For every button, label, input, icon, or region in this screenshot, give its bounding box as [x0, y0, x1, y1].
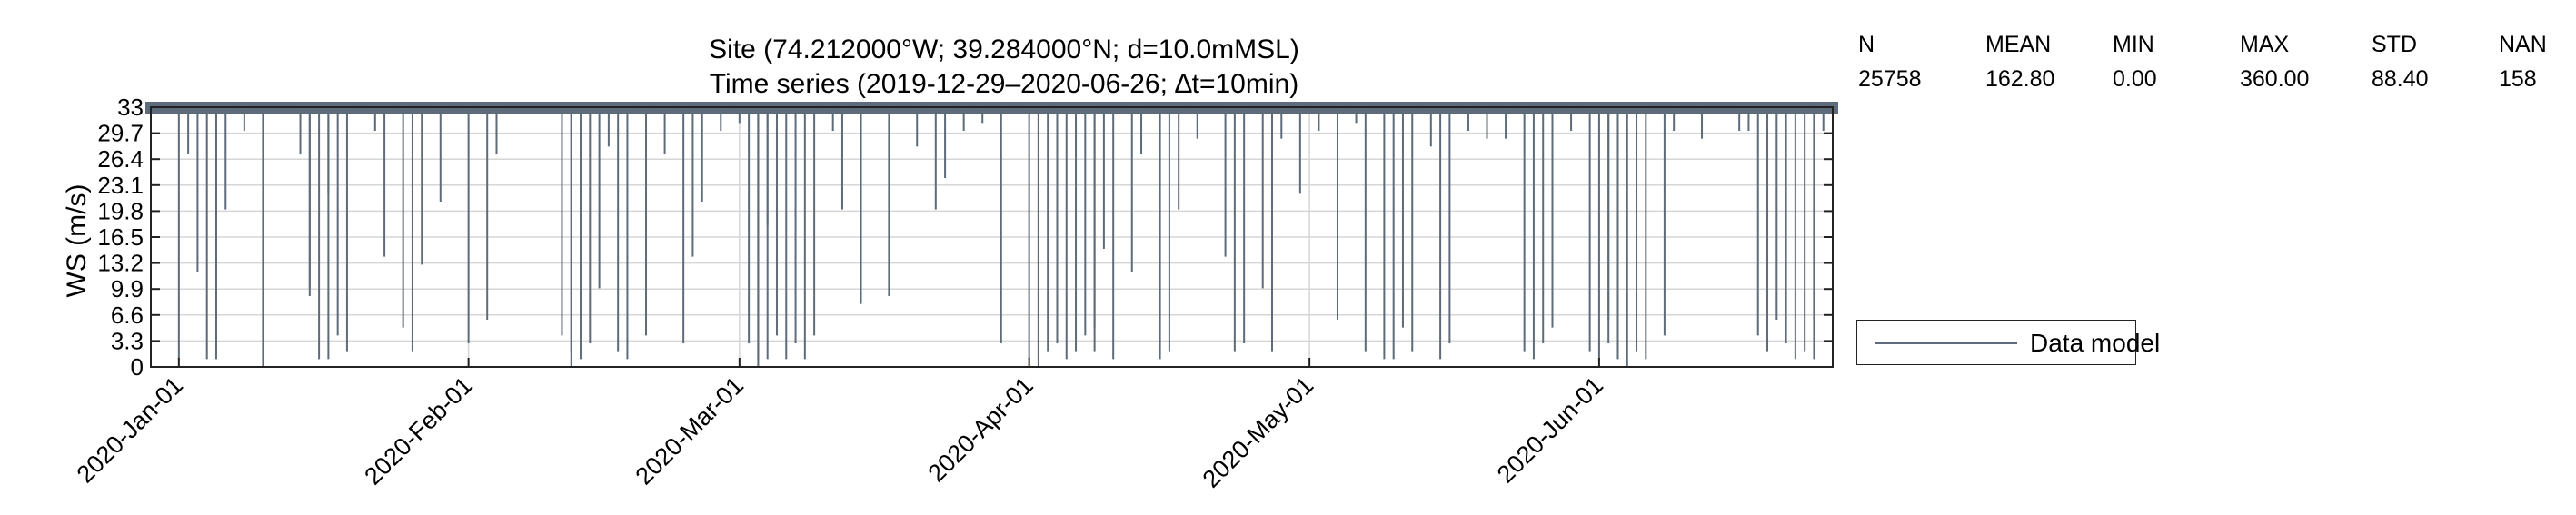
- stat-value-n: 25758: [1858, 66, 1922, 92]
- stat-value-min: 0.00: [2113, 66, 2157, 92]
- stat-value-mean: 162.80: [1985, 66, 2055, 92]
- series-data-model: [145, 102, 1838, 367]
- stat-header-min: MIN: [2113, 32, 2154, 57]
- y-tick-label: 9.9: [111, 275, 144, 302]
- stat-header-n: N: [1858, 32, 1875, 57]
- legend-swatch: [1875, 342, 2017, 344]
- y-tick-label: 3.3: [111, 327, 144, 354]
- x-axis: 2020-Jan-01 2020-Feb-01 2020-Mar-01 2020-Ap…: [72, 358, 1608, 493]
- stat-col-mean: MEAN 162.80: [1985, 27, 2054, 96]
- x-tick-label: 2020-Jan-01: [72, 371, 188, 488]
- chart-title-timeseries: Time series (2019-12-29–2020-06-26; ∆t=1…: [709, 69, 1299, 99]
- chart-title-site: Site (74.212000°W; 39.284000°N; d=10.0mM…: [709, 35, 1299, 64]
- stat-col-std: STD 88.40: [2372, 27, 2429, 96]
- x-tick-label: 2020-Mar-01: [631, 371, 750, 490]
- x-tick-label: 2020-Apr-01: [923, 371, 1039, 487]
- y-tick-label: 13.2: [97, 250, 144, 277]
- y-axis-label: WS (m/s): [62, 184, 92, 298]
- stat-value-max: 360.00: [2240, 66, 2310, 92]
- y-tick-label: 16.5: [97, 223, 144, 251]
- y-tick-label: 33: [117, 94, 144, 121]
- x-tick-label: 2020-May-01: [1198, 371, 1319, 493]
- stat-col-max: MAX 360.00: [2240, 27, 2309, 96]
- x-tick-label: 2020-Feb-01: [359, 371, 478, 490]
- y-tick-label: 19.8: [97, 197, 144, 224]
- legend: Data model: [1856, 320, 2160, 365]
- x-tick-label: 2020-Jun-01: [1492, 371, 1608, 488]
- y-axis: 03.36.69.913.216.519.823.126.429.733: [97, 94, 1833, 381]
- y-tick-label: 26.4: [97, 145, 144, 173]
- stat-header-nan: NAN: [2499, 32, 2547, 57]
- stat-col-min: MIN 0.00: [2113, 27, 2157, 96]
- stat-value-nan: 158: [2499, 66, 2537, 92]
- stat-header-max: MAX: [2240, 32, 2290, 57]
- stat-value-std: 88.40: [2372, 66, 2429, 92]
- y-tick-label: 29.7: [97, 120, 144, 147]
- stat-col-n: N 25758: [1858, 27, 1922, 96]
- legend-label-data-model: Data model: [2030, 329, 2161, 357]
- stat-col-nan: NAN 158: [2499, 27, 2547, 96]
- stat-header-std: STD: [2372, 32, 2417, 57]
- stat-header-mean: MEAN: [1985, 32, 2052, 57]
- y-tick-label: 0: [131, 353, 144, 381]
- y-tick-label: 23.1: [97, 172, 144, 199]
- y-tick-label: 6.6: [111, 302, 144, 329]
